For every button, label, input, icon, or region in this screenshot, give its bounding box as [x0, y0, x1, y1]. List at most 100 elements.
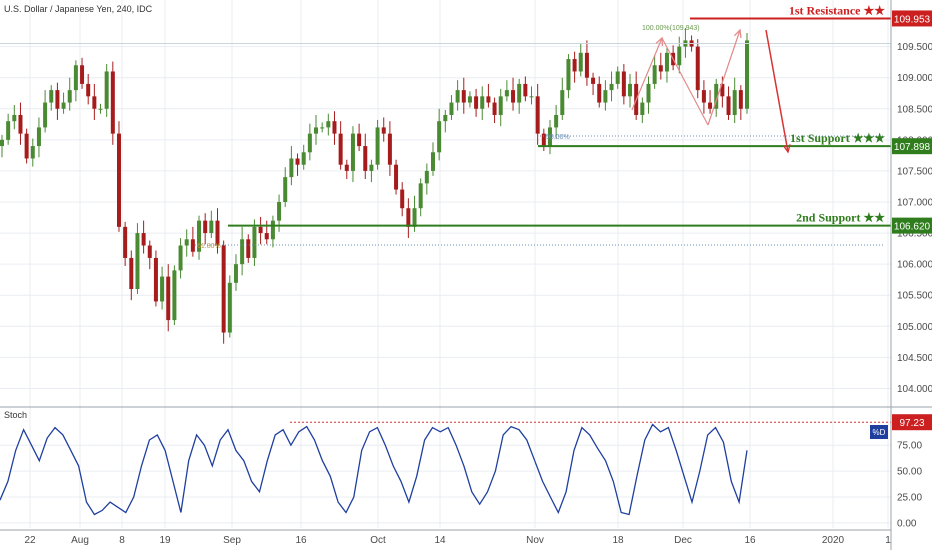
candle-body[interactable] — [67, 90, 72, 103]
candle-body[interactable] — [375, 127, 380, 165]
candle-body[interactable] — [701, 90, 706, 103]
candle-body[interactable] — [6, 121, 11, 140]
candle-body[interactable] — [73, 65, 78, 91]
candle-body[interactable] — [0, 139, 4, 147]
candle-body[interactable] — [400, 189, 405, 209]
candle-body[interactable] — [338, 133, 343, 165]
candle-body[interactable] — [221, 245, 226, 333]
candle-body[interactable] — [277, 202, 282, 221]
candle-body[interactable] — [344, 164, 349, 171]
stoch-d-line[interactable] — [0, 423, 748, 516]
candle-body[interactable] — [646, 83, 651, 103]
candle-body[interactable] — [498, 96, 503, 115]
candle-body[interactable] — [369, 164, 374, 171]
candle-body[interactable] — [664, 52, 669, 72]
candle-body[interactable] — [357, 133, 362, 147]
candle-body[interactable] — [628, 83, 633, 97]
candle-body[interactable] — [172, 270, 177, 321]
candle-body[interactable] — [566, 59, 571, 91]
candle-body[interactable] — [560, 90, 565, 115]
candle-body[interactable] — [615, 71, 620, 84]
candle-body[interactable] — [726, 96, 731, 115]
candle-body[interactable] — [184, 239, 189, 246]
candle-body[interactable] — [49, 90, 54, 103]
candle-body[interactable] — [18, 114, 23, 134]
candle-body[interactable] — [609, 83, 614, 91]
candle-body[interactable] — [541, 133, 546, 147]
candle-body[interactable] — [36, 127, 41, 147]
candle-body[interactable] — [153, 257, 158, 302]
candle-body[interactable] — [732, 90, 737, 115]
candle-body[interactable] — [572, 59, 577, 72]
candle-body[interactable] — [197, 220, 202, 252]
candle-body[interactable] — [406, 208, 411, 227]
candle-body[interactable] — [61, 102, 66, 109]
candle-body[interactable] — [412, 208, 417, 227]
candle-body[interactable] — [504, 90, 509, 97]
stoch-panel[interactable]: %D — [0, 421, 891, 516]
candle-body[interactable] — [584, 52, 589, 78]
candle-body[interactable] — [24, 133, 29, 159]
candle-body[interactable] — [135, 233, 140, 290]
candle-body[interactable] — [695, 46, 700, 91]
candle-body[interactable] — [387, 133, 392, 165]
candle-body[interactable] — [110, 71, 115, 134]
candle-body[interactable] — [289, 158, 294, 178]
candle-body[interactable] — [166, 276, 171, 321]
candle-body[interactable] — [621, 71, 626, 97]
candle-body[interactable] — [190, 239, 195, 252]
candle-body[interactable] — [554, 114, 559, 128]
candle-body[interactable] — [86, 83, 91, 97]
candle-body[interactable] — [314, 127, 319, 134]
candle-body[interactable] — [141, 233, 146, 246]
candle-body[interactable] — [209, 220, 214, 234]
candle-body[interactable] — [486, 96, 491, 103]
candle-body[interactable] — [30, 146, 35, 159]
candle-body[interactable] — [480, 96, 485, 109]
candle-body[interactable] — [55, 90, 60, 109]
candle-body[interactable] — [215, 220, 220, 246]
candle-body[interactable] — [474, 96, 479, 109]
candle-body[interactable] — [745, 40, 749, 109]
candle-body[interactable] — [178, 245, 183, 271]
candle-body[interactable] — [738, 90, 743, 109]
candle-body[interactable] — [597, 83, 602, 103]
candle-body[interactable] — [246, 239, 251, 258]
stoch-legend-tag[interactable] — [870, 425, 888, 439]
candle-body[interactable] — [461, 90, 466, 103]
candle-body[interactable] — [394, 164, 399, 190]
candle-body[interactable] — [658, 65, 663, 72]
candle-body[interactable] — [467, 96, 472, 103]
candle-body[interactable] — [430, 152, 435, 171]
candle-body[interactable] — [449, 102, 454, 115]
candle-body[interactable] — [227, 282, 232, 333]
candle-body[interactable] — [116, 133, 121, 227]
candle-body[interactable] — [363, 146, 368, 171]
candle-body[interactable] — [381, 127, 386, 134]
candle-body[interactable] — [233, 264, 238, 283]
candle-body[interactable] — [160, 276, 165, 302]
candle-body[interactable] — [240, 239, 245, 265]
candle-body[interactable] — [424, 170, 429, 184]
candle-body[interactable] — [258, 226, 263, 234]
candle-body[interactable] — [708, 102, 713, 109]
candle-body[interactable] — [12, 114, 17, 122]
candle-body[interactable] — [517, 83, 522, 103]
candle-body[interactable] — [640, 102, 645, 115]
candle-body[interactable] — [283, 177, 288, 202]
candle-body[interactable] — [455, 90, 460, 103]
candle-body[interactable] — [270, 220, 275, 240]
candle-body[interactable] — [92, 96, 97, 109]
candle-body[interactable] — [443, 114, 448, 122]
candle-body[interactable] — [535, 96, 540, 134]
candle-body[interactable] — [714, 83, 719, 109]
candle-body[interactable] — [129, 257, 134, 290]
candle-body[interactable] — [301, 152, 306, 165]
candle-body[interactable] — [547, 127, 552, 147]
candle-body[interactable] — [80, 65, 85, 84]
candle-body[interactable] — [98, 108, 103, 110]
candle-body[interactable] — [332, 121, 337, 134]
candle-body[interactable] — [43, 102, 48, 128]
candle-body[interactable] — [264, 233, 269, 240]
